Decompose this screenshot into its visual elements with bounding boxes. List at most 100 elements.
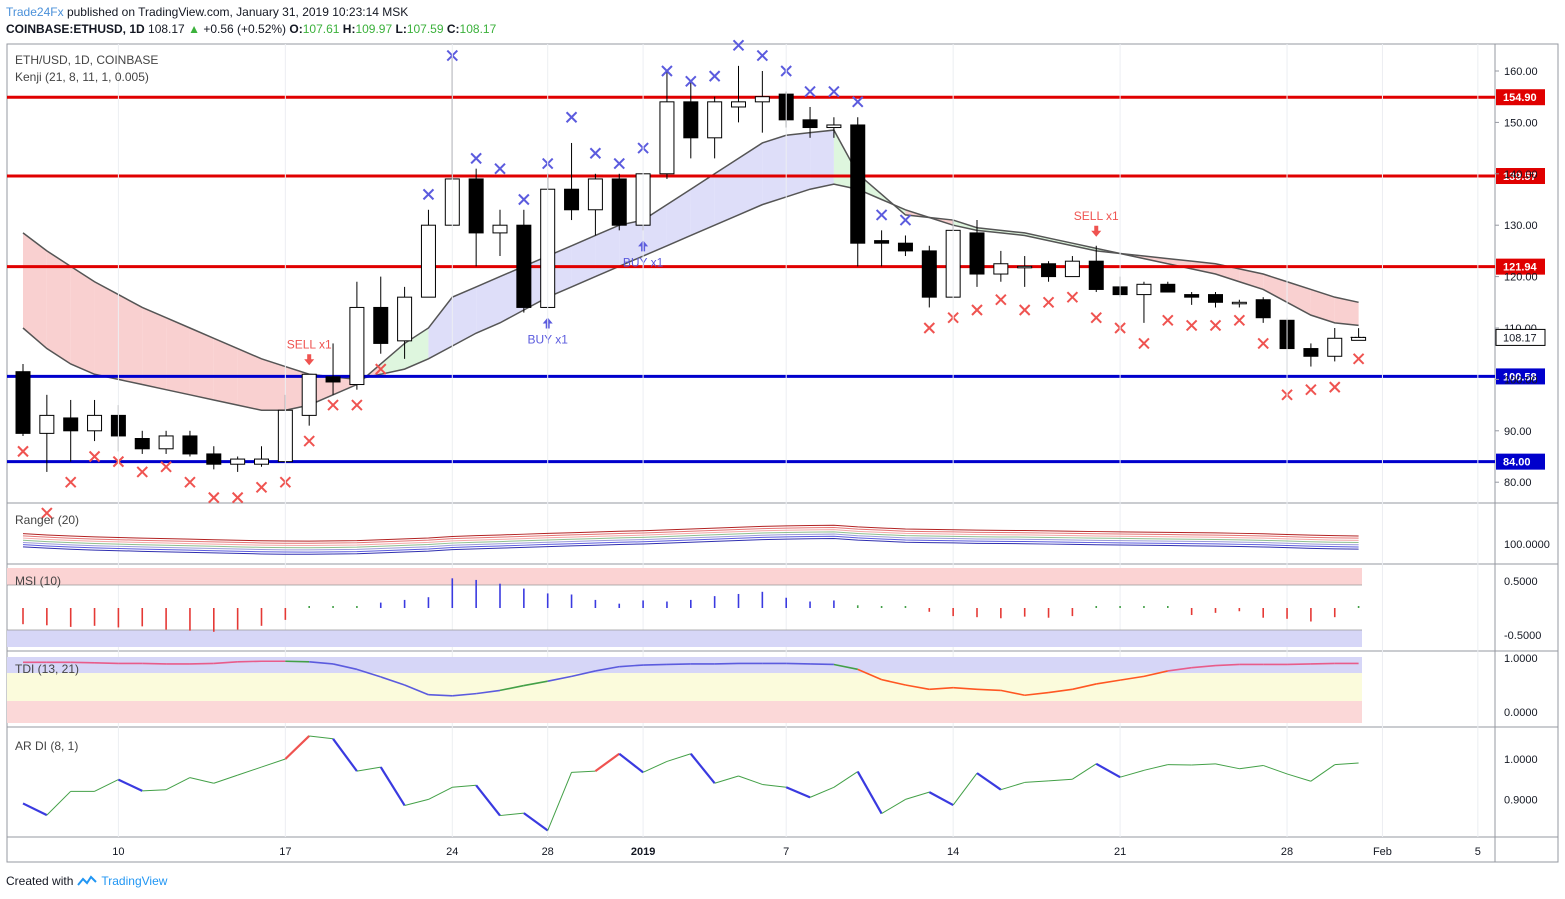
- tdi-line-segment: [571, 670, 596, 678]
- ardi-line-segment: [309, 735, 334, 740]
- sell-x-marker: [1185, 319, 1198, 332]
- ardi-line-segment: [94, 779, 119, 792]
- candle-up: [492, 224, 508, 234]
- ma-cloud-segment: [237, 348, 262, 411]
- tdi-line-segment: [547, 675, 572, 683]
- tdi-line-segment: [499, 684, 525, 692]
- ma-cloud-segment: [595, 225, 620, 277]
- last-price: 108.17: [148, 22, 185, 36]
- candle-up: [301, 373, 317, 416]
- ranger-band-line: [22, 531, 1359, 549]
- msi-pane-title: MSI (10): [15, 574, 62, 588]
- sell-x-marker-stroke: [88, 450, 101, 463]
- ardi-line-segment: [762, 783, 787, 788]
- buy-x-marker: [685, 75, 697, 87]
- symbol-label: COINBASE:ETHUSD, 1D: [6, 22, 145, 36]
- ardi-line-segment: [117, 778, 143, 792]
- candle-down: [1208, 294, 1223, 303]
- candle-down: [897, 242, 913, 252]
- candle-down: [1303, 348, 1319, 357]
- ardi-line-segment: [1286, 773, 1312, 782]
- ardi-line-segment: [785, 786, 811, 799]
- sell-x-marker-stroke: [1018, 304, 1031, 316]
- sell-x-marker-stroke: [1305, 383, 1317, 396]
- sell-signal-arrow-icon: [1091, 225, 1102, 237]
- candle-up: [707, 101, 723, 139]
- ma-cloud-segment: [619, 220, 644, 267]
- tdi-line-segment: [1096, 679, 1121, 685]
- ardi-line-segment: [1263, 764, 1288, 775]
- tdi-line-segment: [786, 662, 811, 665]
- buy-x-marker-stroke: [852, 96, 864, 108]
- time-tick-label: 28: [1281, 846, 1293, 858]
- ardi-line-segment: [571, 770, 596, 773]
- candle-up: [1136, 283, 1152, 296]
- buy-x-marker-stroke: [685, 75, 697, 87]
- ranger-band-line: [22, 529, 1359, 547]
- tdi-line-segment: [1310, 662, 1335, 665]
- candle-down: [1255, 299, 1271, 319]
- buy-x-marker: [828, 85, 840, 98]
- high-value: 109.97: [355, 22, 393, 36]
- ardi-line-segment: [1048, 778, 1073, 782]
- sell-x-marker: [303, 435, 315, 447]
- ardi-line-segment: [547, 772, 573, 831]
- footer: Created with TradingView: [6, 873, 167, 889]
- price-tick-label: 140.00: [1504, 169, 1538, 181]
- tdi-line-segment: [70, 661, 95, 664]
- quote-line: COINBASE:ETHUSD, 1D 108.17 ▲ +0.56 (+0.5…: [6, 21, 496, 37]
- ardi-line-segment: [928, 791, 954, 807]
- buy-x-marker: [732, 39, 745, 52]
- price-level-badge: [1496, 258, 1545, 275]
- candle-down: [206, 453, 222, 465]
- time-tick-label: 24: [446, 846, 458, 858]
- price-level-label: 121.94: [1503, 262, 1538, 274]
- ardi-line-segment: [46, 790, 72, 816]
- tradingview-link[interactable]: TradingView: [101, 874, 168, 888]
- ardi-line-segment: [1239, 764, 1264, 770]
- tdi-line-segment: [237, 660, 262, 663]
- sell-signal-arrow-icon: [304, 354, 315, 366]
- sell-x-marker-stroke: [971, 304, 983, 316]
- price-level-badge: [1496, 89, 1545, 106]
- ma-cloud-segment: [666, 189, 691, 246]
- ma-fast-line: [22, 129, 1359, 411]
- sell-x-marker-stroke: [1162, 314, 1174, 326]
- sell-x-marker: [41, 507, 53, 519]
- ranger-band-line: [22, 526, 1359, 544]
- ardi-line-segment: [261, 758, 286, 768]
- sell-x-marker-stroke: [231, 491, 244, 504]
- ardi-line-segment: [952, 772, 978, 806]
- ardi-line-segment: [284, 735, 310, 760]
- candle-down: [564, 188, 580, 211]
- ardi-line-segment: [1024, 780, 1049, 783]
- ranger-band-line: [22, 524, 1359, 542]
- price-level-badge: [1496, 453, 1545, 470]
- buy-x-marker: [661, 65, 673, 77]
- sell-x-marker-stroke: [17, 445, 29, 458]
- tdi-line-segment: [1167, 666, 1192, 672]
- ma-cloud-segment: [1310, 289, 1335, 323]
- buy-x-marker: [494, 162, 506, 175]
- ardi-line-segment: [523, 812, 549, 832]
- tdi-line-segment: [94, 662, 119, 665]
- publisher-link[interactable]: Trade24Fx: [6, 5, 64, 19]
- sell-x-marker: [184, 476, 196, 488]
- sell-x-marker-stroke: [1185, 319, 1198, 332]
- ma-cloud-segment: [46, 250, 71, 364]
- close-value: 108.17: [459, 22, 497, 36]
- sell-x-marker: [327, 399, 339, 411]
- price-tick-label: 80.00: [1504, 477, 1532, 489]
- buy-x-marker: [470, 152, 482, 165]
- ranger-band-line: [22, 533, 1359, 551]
- candle-up: [1231, 301, 1247, 305]
- sell-x-marker-stroke: [64, 476, 77, 488]
- ma-cloud-segment: [213, 338, 238, 406]
- tdi-line-segment: [380, 676, 405, 686]
- ma-cloud-segment: [189, 328, 214, 400]
- sell-x-marker-stroke: [351, 399, 363, 411]
- tdi-line-segment: [213, 660, 238, 665]
- sell-x-marker: [1233, 314, 1246, 326]
- sell-x-marker: [1329, 381, 1341, 393]
